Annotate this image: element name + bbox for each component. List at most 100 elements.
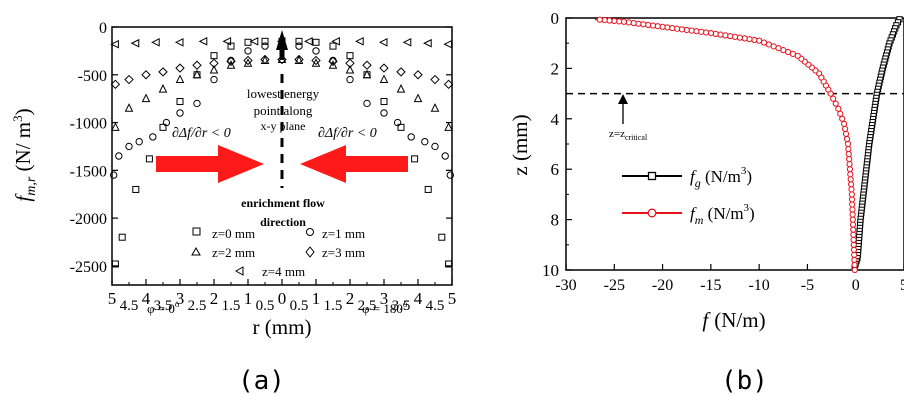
data-point-z-1-mm xyxy=(407,133,415,141)
data-point-fm xyxy=(850,236,857,243)
data-point-fm xyxy=(736,34,743,41)
data-point-fm xyxy=(848,196,856,203)
enrichment-arrow-left xyxy=(300,145,408,183)
data-point-z-4-mm xyxy=(249,37,259,46)
legend-label-z3: z=3 mm xyxy=(322,245,365,260)
data-point-z-3-mm xyxy=(396,67,406,77)
data-point-z-1-mm xyxy=(135,137,143,146)
x-half-tick-label-a: 3.5 xyxy=(392,298,411,314)
data-point-z-3-mm xyxy=(311,55,321,66)
legend-marker-z2 xyxy=(191,246,201,256)
x-half-tick-label-a: 0.5 xyxy=(256,298,275,314)
data-point-z-3-mm xyxy=(158,67,168,77)
annot-lowest-1: lowest energy xyxy=(247,86,320,101)
x-half-tick-label-a: 0.5 xyxy=(290,298,309,314)
data-point-fm xyxy=(835,105,842,112)
data-point-z-3-mm xyxy=(277,54,287,65)
data-point-z-2-mm xyxy=(141,93,151,103)
x-tick-label-b: 5 xyxy=(900,277,904,294)
data-point-z-0-mm xyxy=(118,233,126,241)
data-point-z-0-mm xyxy=(159,123,167,131)
data-point-z-4-mm xyxy=(304,37,313,46)
data-point-z-0-mm xyxy=(145,155,153,163)
data-point-fm xyxy=(717,31,724,38)
y-ticks-a: 0 -500 -1000 -1500 -2000 -2500 xyxy=(70,20,452,276)
data-point-z-1-mm xyxy=(244,47,252,55)
data-point-z-2-mm xyxy=(111,122,120,131)
annot-lowest-2: point along xyxy=(254,103,313,118)
x-tick-label-b: -15 xyxy=(700,277,721,294)
x-half-tick-label-a: 2.5 xyxy=(358,298,377,314)
data-point-fm xyxy=(848,191,855,198)
data-point-fm xyxy=(731,33,739,41)
center-up-arrowhead xyxy=(276,30,288,50)
legend-label-fm: fm (N/m3) xyxy=(690,202,755,227)
data-point-z-3-mm xyxy=(209,58,219,69)
y-tick-label-b: 6 xyxy=(551,160,560,179)
data-point-z-3-mm xyxy=(141,70,151,80)
x-tick-label-a: 5 xyxy=(448,289,457,308)
caption-b: (b) xyxy=(721,366,768,394)
data-point-z-0-mm xyxy=(329,42,337,50)
y-tick-label-b: 2 xyxy=(551,59,560,78)
x-half-tick-label-a: 1.5 xyxy=(324,298,343,314)
data-point-z-0-mm xyxy=(295,37,303,45)
phi-left-label: φ = 0o xyxy=(147,299,180,316)
data-point-z-1-mm xyxy=(346,75,354,84)
data-point-z-2-mm xyxy=(243,58,253,67)
data-point-z-2-mm xyxy=(124,103,134,112)
data-point-z-1-mm xyxy=(431,142,439,151)
data-point-z-1-mm xyxy=(110,171,118,179)
grad-right-label: ∂Δf/∂r < 0 xyxy=(318,126,377,141)
data-point-z-4-mm xyxy=(378,37,388,47)
x-ticks-b: -30 -25 -20 -15 -10 -5 0 5 xyxy=(555,264,904,294)
data-point-z-2-mm xyxy=(379,74,389,84)
x-half-tick-label-a: 4.5 xyxy=(426,298,445,314)
data-point-z-4-mm xyxy=(443,39,453,49)
legend-label-z2: z=2 mm xyxy=(212,245,255,260)
y-tick-label-b: 0 xyxy=(551,9,560,28)
data-point-z-3-mm xyxy=(379,63,389,73)
data-point-fm xyxy=(850,246,858,253)
legend-marker-fm xyxy=(647,208,657,218)
data-point-fm xyxy=(830,95,837,102)
data-point-z-0-mm xyxy=(244,38,252,46)
x-tick-label-b: -25 xyxy=(604,277,625,294)
data-point-z-1-mm xyxy=(393,118,402,127)
data-point-z-3-mm xyxy=(328,56,338,67)
data-point-fm xyxy=(847,176,854,183)
x-tick-label-a: 3 xyxy=(176,289,185,308)
data-point-z-1-mm xyxy=(312,47,320,55)
y-tick-label-a: -2500 xyxy=(70,259,107,276)
x-axis-title-b: f (N/m) xyxy=(702,308,765,332)
y-ticks-b: 0 2 4 6 8 10 xyxy=(542,9,572,280)
x-tick-label-a: 2 xyxy=(210,289,219,308)
annot-flow-2: direction xyxy=(260,215,306,229)
y-axis-title-a: fm,r (N/ m3) xyxy=(10,108,39,201)
data-point-z-3-mm xyxy=(413,70,423,80)
legend-label-z1: z=1 mm xyxy=(322,226,365,241)
data-point-fm xyxy=(851,261,858,269)
data-point-z-3-mm xyxy=(175,63,185,73)
y-tick-label-b: 8 xyxy=(551,211,560,230)
x-tick-label-a: 0 xyxy=(278,289,287,308)
data-point-z-4-mm xyxy=(402,37,412,47)
data-point-fm xyxy=(712,30,719,37)
data-point-z-3-mm xyxy=(110,79,121,90)
data-point-z-2-mm xyxy=(430,103,440,112)
data-point-fm xyxy=(841,125,849,132)
data-point-z-2-mm xyxy=(328,60,338,69)
data-point-z-2-mm xyxy=(345,64,355,74)
data-points-a xyxy=(110,37,454,268)
data-point-z-3-mm xyxy=(362,60,372,70)
data-point-fm xyxy=(839,115,846,122)
y-tick-label-b: 10 xyxy=(542,261,559,280)
data-point-z-1-mm xyxy=(149,133,157,141)
x-tick-label-b: -10 xyxy=(748,277,769,294)
data-point-z-2-mm xyxy=(444,122,453,131)
data-point-z-0-mm xyxy=(261,37,269,45)
data-point-z-1-mm xyxy=(446,171,454,179)
y-axis-title-b: z (mm) xyxy=(508,114,532,175)
data-point-z-3-mm xyxy=(192,60,202,70)
